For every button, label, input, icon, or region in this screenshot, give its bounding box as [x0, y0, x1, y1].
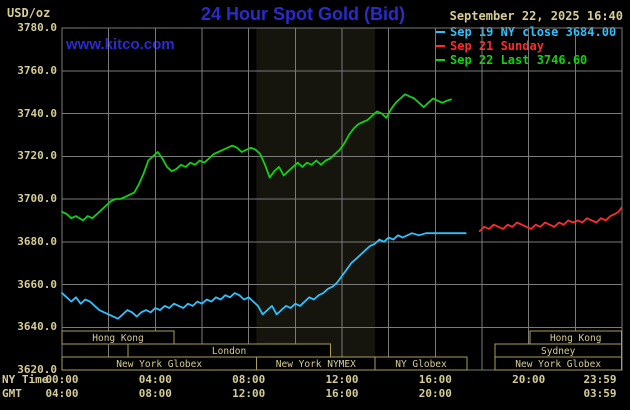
legend-item-sep22: Sep 22 Last 3746.60	[436, 53, 616, 67]
x-tick-ny: 04:00	[138, 373, 172, 386]
red-line-sample-icon	[436, 45, 445, 47]
x-tick-gmt: 04:00	[45, 387, 79, 400]
y-tick-label: 3780.0	[17, 21, 57, 34]
gmt-row-label: GMT	[2, 387, 22, 400]
legend-label-sep21: Sep 21 Sunday	[450, 39, 544, 53]
price-line-sep19	[61, 232, 467, 320]
session-label: London	[212, 346, 246, 357]
ny-time-row-label: NY Time	[2, 373, 49, 386]
y-tick-label: 3680.0	[17, 234, 57, 248]
session-box	[494, 356, 622, 371]
session-box	[61, 330, 175, 345]
session-label: NY Globex	[395, 359, 447, 370]
chart-title: 24 Hour Spot Gold (Bid)	[201, 4, 405, 24]
green-line-sample-icon	[436, 59, 445, 61]
cyan-line-sample-icon	[436, 31, 445, 33]
y-tick-label: 3760.0	[17, 63, 57, 77]
x-tick-gmt: 16:00	[325, 387, 359, 400]
x-tick-gmt: 20:00	[418, 387, 452, 400]
y-tick-label: 3740.0	[17, 106, 57, 120]
price-line-sep22	[61, 93, 452, 222]
y-tick-label: 3640.0	[17, 320, 57, 334]
y-tick-label: 3720.0	[17, 149, 57, 163]
legend-item-sep21: Sep 21 Sunday	[436, 39, 616, 53]
session-box	[374, 356, 468, 371]
x-tick-ny: 12:00	[325, 373, 359, 386]
y-tick-label: 3700.0	[17, 192, 57, 205]
kitco-watermark-link[interactable]: www.kitco.com	[66, 36, 175, 53]
x-axis-ny-row: NY Time 00:00 04:00 08:00 12:00 16:00 20:00 23…	[0, 372, 630, 386]
session-label: Sydney	[541, 346, 576, 357]
x-tick-ny: 08:00	[232, 373, 266, 386]
session-label: New York Globex	[116, 359, 202, 370]
session-label: New York NYMEX	[276, 359, 356, 370]
x-tick-gmt: 03:59	[583, 387, 617, 400]
session-label: New York Globex	[515, 359, 601, 370]
x-tick-ny: 20:00	[512, 373, 546, 386]
x-tick-gmt: 08:00	[138, 387, 172, 400]
y-tick-label: 3620.0	[17, 363, 57, 376]
x-tick-gmt: 12:00	[232, 387, 266, 400]
chart-datetime: September 22, 2025 16:40	[449, 9, 623, 23]
x-tick-ny: 23:59	[583, 373, 617, 386]
price-unit-label: USD/oz	[7, 6, 51, 20]
session-label: Hong Kong	[550, 333, 601, 344]
x-tick-ny: 16:00	[418, 373, 452, 386]
price-line-sep21	[478, 206, 623, 233]
y-tick-label: 3660.0	[17, 277, 57, 291]
x-axis-gmt-row: GMT 04:00 08:00 12:00 16:00 20:00 03:59	[0, 386, 630, 400]
session-label: Hong Kong	[92, 333, 143, 344]
legend-label-sep22: Sep 22 Last 3746.60	[450, 53, 588, 67]
x-tick-ny: 00:00	[45, 373, 79, 386]
